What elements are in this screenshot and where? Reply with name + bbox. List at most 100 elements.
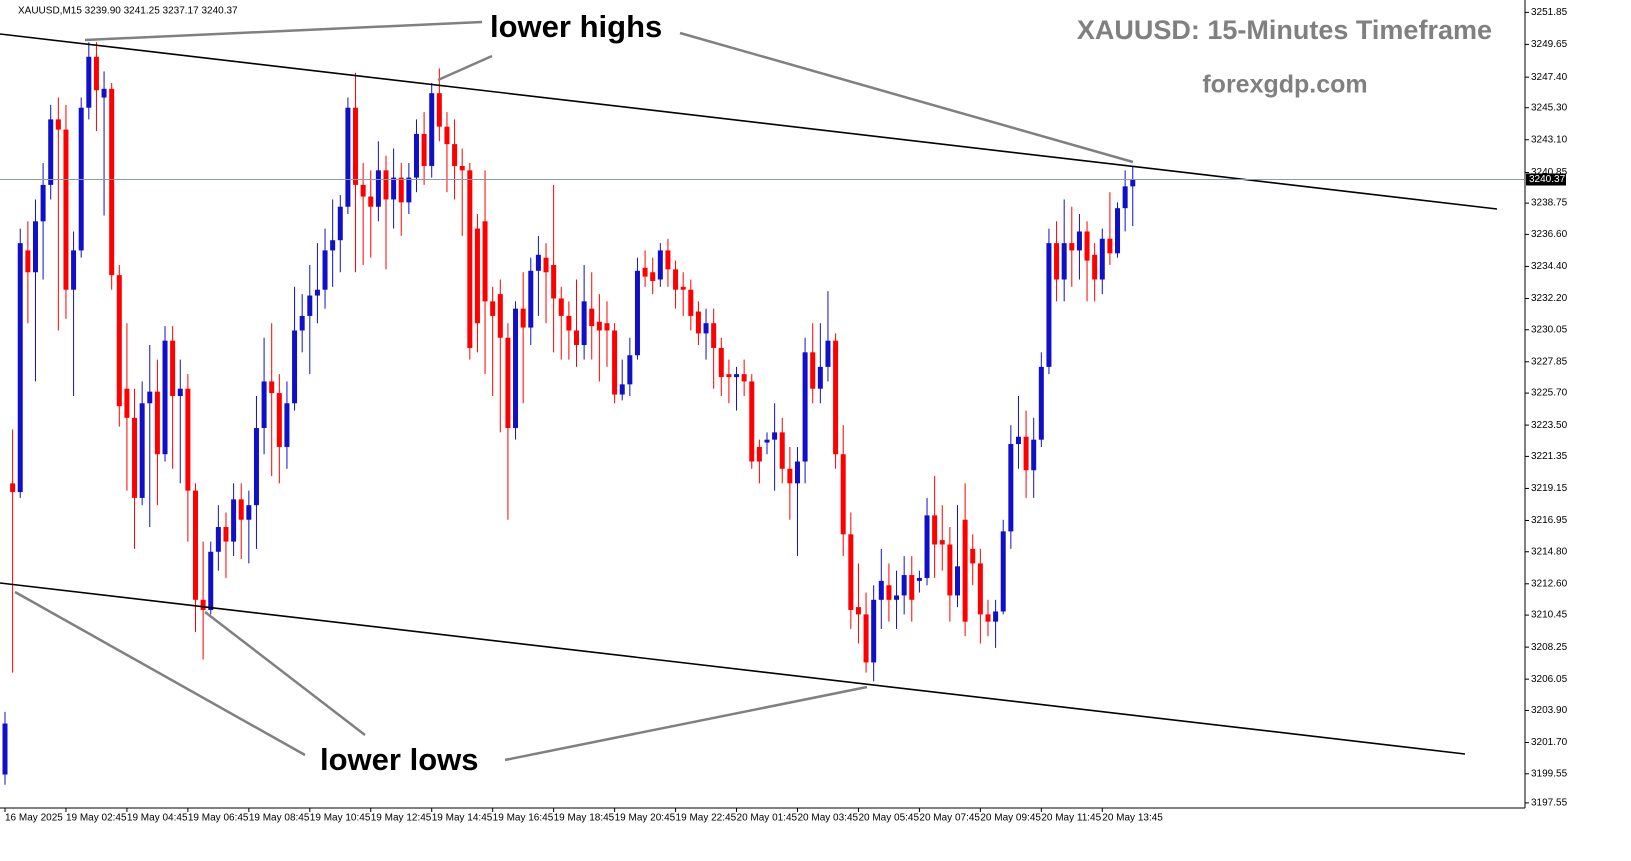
pointer bbox=[437, 54, 493, 82]
x-tick-label: 19 May 16:45 bbox=[493, 813, 554, 824]
candle-body bbox=[193, 490, 198, 600]
candle-body bbox=[383, 170, 389, 200]
candle-body bbox=[63, 129, 69, 290]
candle-body bbox=[444, 126, 450, 145]
candle-body bbox=[543, 257, 549, 273]
candle-body bbox=[436, 93, 442, 127]
candle-body bbox=[612, 330, 618, 395]
candle-body bbox=[337, 206, 343, 241]
candle-body bbox=[962, 519, 968, 622]
x-tick-label: 19 May 08:45 bbox=[249, 813, 310, 824]
candle-body bbox=[353, 107, 359, 185]
candle-body bbox=[1107, 238, 1113, 254]
symbol-header: XAUUSD,M15 3239.90 3241.25 3237.17 3240.… bbox=[18, 6, 238, 17]
last-price-box bbox=[1526, 173, 1566, 186]
candle-body bbox=[116, 275, 122, 407]
candle-body bbox=[939, 540, 945, 545]
last-price-label: 3240.37 bbox=[1529, 174, 1566, 185]
candle-body bbox=[147, 391, 153, 404]
candle-body bbox=[421, 133, 427, 166]
y-tick-label: 3251.85 bbox=[1531, 7, 1568, 18]
candle-body bbox=[551, 264, 557, 299]
candle-body bbox=[977, 563, 983, 615]
candle-body bbox=[993, 611, 999, 622]
pointer bbox=[14, 590, 306, 757]
candle-body bbox=[688, 289, 694, 316]
x-tick-label: 19 May 06:45 bbox=[188, 813, 249, 824]
candle-body bbox=[909, 575, 915, 600]
candle-body bbox=[1054, 243, 1060, 280]
candle-body bbox=[871, 599, 877, 663]
candle-body bbox=[1084, 231, 1090, 261]
candle-body bbox=[947, 544, 953, 596]
candle-body bbox=[1130, 179, 1136, 187]
candle-body bbox=[741, 374, 747, 382]
candle-body bbox=[322, 250, 328, 290]
candle-body bbox=[535, 254, 541, 271]
candle-body bbox=[650, 272, 656, 281]
candle-body bbox=[215, 527, 221, 552]
candle-body bbox=[513, 308, 519, 429]
candle-body bbox=[253, 428, 259, 506]
candle-body bbox=[634, 270, 640, 356]
candle-body bbox=[162, 340, 168, 455]
candle-body bbox=[1076, 231, 1082, 251]
candle-body bbox=[231, 499, 237, 542]
x-tick-label: 19 May 14:45 bbox=[432, 813, 493, 824]
candle-body bbox=[482, 221, 488, 302]
candle-body bbox=[566, 315, 572, 331]
candle-body bbox=[1008, 444, 1014, 532]
y-tick-label: 3230.05 bbox=[1531, 324, 1568, 335]
candle-body bbox=[1115, 208, 1121, 254]
candle-body bbox=[665, 250, 671, 270]
pointers bbox=[14, 20, 1134, 762]
candle-body bbox=[863, 614, 869, 663]
candle-body bbox=[360, 184, 366, 197]
candle-body bbox=[985, 614, 991, 622]
candle-body bbox=[490, 301, 496, 316]
candle-body bbox=[1046, 243, 1052, 367]
candle-body bbox=[32, 221, 38, 273]
x-tick-label: 19 May 18:45 bbox=[554, 813, 615, 824]
candle-body bbox=[581, 301, 587, 346]
y-tick-label: 3219.15 bbox=[1531, 483, 1568, 494]
candle-body bbox=[787, 468, 793, 484]
candle-body bbox=[124, 388, 130, 418]
candle-body bbox=[459, 165, 465, 171]
candle-body bbox=[284, 403, 290, 447]
candle-body bbox=[391, 177, 397, 200]
x-tick-label: 20 May 05:45 bbox=[858, 813, 919, 824]
candle-body bbox=[314, 289, 320, 296]
candle-body bbox=[93, 56, 99, 91]
y-tick-label: 3210.45 bbox=[1531, 610, 1568, 621]
candle-body bbox=[467, 170, 473, 348]
y-tick-label: 3247.40 bbox=[1531, 72, 1568, 83]
x-tick-label: 19 May 10:45 bbox=[310, 813, 371, 824]
y-tick-label: 3238.75 bbox=[1531, 198, 1568, 209]
candle-body bbox=[711, 323, 717, 348]
y-tick-label: 3203.90 bbox=[1531, 705, 1568, 716]
candle-body bbox=[413, 133, 419, 178]
candle-body bbox=[558, 298, 564, 316]
candle-body bbox=[276, 393, 282, 447]
candle-body bbox=[825, 340, 831, 367]
pointer bbox=[504, 685, 868, 762]
candle-body bbox=[101, 88, 107, 98]
x-tick-label: 19 May 22:45 bbox=[676, 813, 737, 824]
candle-body bbox=[574, 330, 579, 346]
pointer bbox=[204, 611, 366, 736]
candle-body bbox=[25, 250, 31, 273]
candle-body bbox=[177, 388, 183, 396]
candle-body bbox=[703, 323, 709, 334]
candle-body bbox=[429, 93, 435, 166]
candle-body bbox=[886, 585, 892, 600]
candle-body bbox=[924, 515, 930, 578]
candle-body bbox=[452, 144, 458, 166]
y-tick-label: 3234.40 bbox=[1531, 261, 1568, 272]
candle-body bbox=[756, 446, 762, 462]
candle-body bbox=[375, 170, 381, 207]
candle-body bbox=[619, 384, 625, 395]
candle-body bbox=[604, 323, 610, 331]
candle-body bbox=[185, 388, 191, 491]
